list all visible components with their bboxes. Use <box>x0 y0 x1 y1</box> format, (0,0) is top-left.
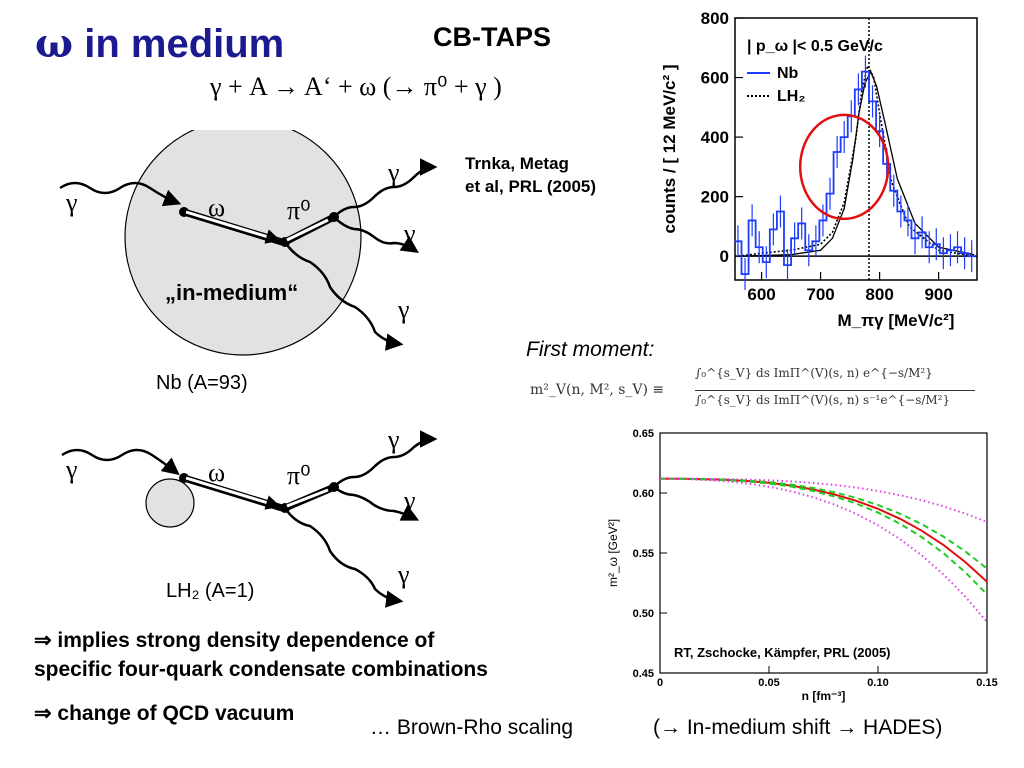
dy-tick-label-1: 0.50 <box>633 608 654 620</box>
dy-tick-label-4: 0.65 <box>633 428 654 440</box>
y-tick-label-0: 0 <box>720 247 729 266</box>
photon-in-line <box>59 181 182 207</box>
experiment-label: CB-TAPS <box>433 22 551 52</box>
highlight-circle <box>798 113 890 221</box>
nucleus-lh2 <box>145 478 195 528</box>
dx-tick-label-1: 0.05 <box>758 677 779 689</box>
gamma-out-3: γ <box>398 295 410 324</box>
omega-label: ω <box>208 193 226 222</box>
gamma-in-label: γ <box>66 188 78 217</box>
dx-tick-label-3: 0.15 <box>976 677 997 689</box>
formula-numerator: ∫₀^{s_V} ds ImΠ^(V)(s, n) e^{−s/M²} <box>695 366 933 380</box>
formula-denominator: ∫₀^{s_V} ds ImΠ^(V)(s, n) s⁻¹e^{−s/M²} <box>695 390 975 407</box>
slide-title: ω in medium <box>35 20 284 67</box>
pi0-line-lh2-inner <box>286 488 329 508</box>
reference-top: Trnka, Metag et al, PRL (2005) <box>465 152 596 198</box>
reference-line-2: et al, PRL (2005) <box>465 177 597 196</box>
y-tick-label-1: 200 <box>701 188 729 207</box>
formula-lhs: m²_V(n, M², s_V) ≡ <box>530 382 665 398</box>
spectrum-xlabel: M_πγ [MeV/c²] <box>838 311 955 330</box>
pi0-label: π⁰ <box>287 196 311 225</box>
legend-lh2-label: LH₂ <box>777 88 805 105</box>
first-moment-formula: m²_V(n, M², s_V) ≡ ∫₀^{s_V} ds ImΠ^(V)(s… <box>530 366 980 418</box>
dy-tick-label-3: 0.60 <box>633 488 654 500</box>
photon-out-1 <box>333 158 438 218</box>
conclusion-3: ⇒ change of QCD vacuum <box>34 702 295 725</box>
gamma-out-2-lh2: γ <box>404 486 416 515</box>
title-text: in medium <box>84 22 285 66</box>
in-medium-label: „in-medium“ <box>165 280 299 305</box>
nucleus-nb <box>124 130 362 356</box>
gamma-out-1-lh2: γ <box>388 425 400 454</box>
gamma-out-1: γ <box>388 158 400 187</box>
y-tick-label-2: 400 <box>701 128 729 147</box>
dx-tick-label-0: 0 <box>657 677 663 689</box>
conclusion-2: specific four-quark condensate combinati… <box>34 658 488 681</box>
series-nb-histogram <box>734 70 976 275</box>
density-series-dotted-magenta-upper <box>660 477 988 523</box>
density-xlabel: n [fm⁻³] <box>802 689 846 703</box>
gamma-out-2: γ <box>404 219 416 248</box>
reference-line-1: Trnka, Metag <box>465 154 569 173</box>
photon-out-3 <box>283 241 404 351</box>
spectrum-frame <box>734 17 978 281</box>
y-tick-label-4: 800 <box>701 9 729 28</box>
lh2-caption: LH₂ (A=1) <box>166 580 255 602</box>
legend-header: | p_ω |< 0.5 GeV/c <box>747 38 883 55</box>
pi0-label-lh2: π⁰ <box>287 461 311 490</box>
reaction-equation: γ + A → A‘ + ω (→ π⁰ + γ ) <box>210 72 502 101</box>
density-chart: 0 0.05 0.10 0.15 0.45 0.50 0.55 0.60 0.65 n [fm⁻³… <box>606 428 998 703</box>
pi0-line-inner <box>286 218 329 242</box>
spectrum-ylabel: counts / [ 12 MeV/c² ] <box>660 64 679 233</box>
density-series-dotted-magenta-lower <box>659 477 988 623</box>
density-frame <box>659 432 988 674</box>
density-ylabel: m²_ω [GeV²] <box>606 519 620 587</box>
x-tick-label-3: 900 <box>924 285 952 304</box>
gamma-in-label-lh2: γ <box>66 455 78 484</box>
gamma-out-3-lh2: γ <box>398 560 410 589</box>
conclusion-1: ⇒ implies strong density dependence of <box>34 629 435 652</box>
hades-note: (→ In-medium shift → HADES) <box>653 716 943 739</box>
y-tick-label-3: 600 <box>701 69 729 88</box>
annotation-bg <box>670 640 955 662</box>
dx-tick-label-2: 0.10 <box>867 677 888 689</box>
x-tick-label-0: 600 <box>747 285 775 304</box>
photon-out-2-lh2 <box>333 486 420 521</box>
omega-label-lh2: ω <box>208 458 226 487</box>
photon-out-2 <box>333 216 419 253</box>
density-annotation: RT, Zschocke, Kämpfer, PRL (2005) <box>674 645 891 660</box>
nb-caption: Nb (A=93) <box>156 372 248 394</box>
dy-tick-label-0: 0.45 <box>633 668 654 680</box>
photon-in-line-lh2 <box>61 448 180 476</box>
first-moment-label: First moment: <box>526 338 655 361</box>
spectrum-chart: 600 700 800 900 0 200 400 600 800 M_πγ [MeV/c²] co… <box>660 9 978 330</box>
title-symbol: ω <box>35 20 74 67</box>
photon-out-1-lh2 <box>333 430 438 488</box>
photon-out-3-lh2 <box>283 507 404 608</box>
brown-rho-note: … Brown-Rho scaling <box>370 716 574 739</box>
x-tick-label-1: 700 <box>806 285 834 304</box>
legend-nb-label: Nb <box>777 65 799 82</box>
dy-tick-label-2: 0.55 <box>633 548 654 560</box>
omega-line-lh2-inner <box>185 476 281 510</box>
diagrams <box>59 130 438 608</box>
x-tick-label-2: 800 <box>865 285 893 304</box>
omega-line-inner <box>185 210 281 244</box>
